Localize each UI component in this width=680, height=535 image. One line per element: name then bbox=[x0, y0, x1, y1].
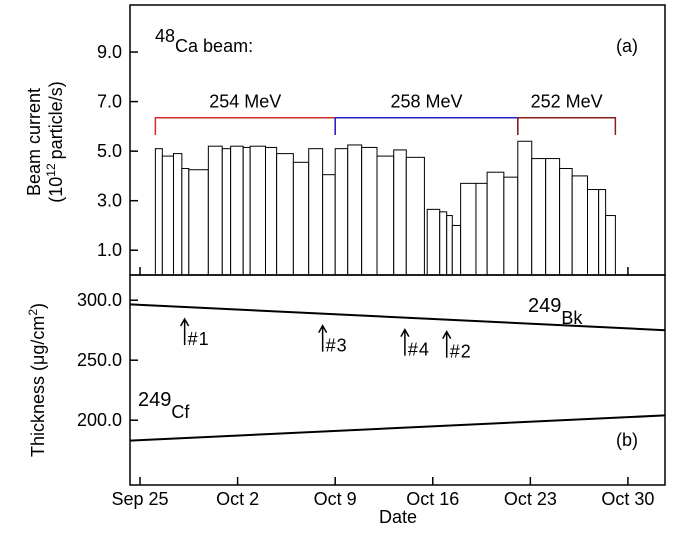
y-label-sup: 2 bbox=[26, 309, 40, 316]
bar bbox=[188, 169, 209, 276]
bar bbox=[586, 189, 600, 276]
arrow-head bbox=[317, 324, 328, 334]
bar bbox=[503, 176, 519, 276]
bar bbox=[292, 161, 310, 276]
series-label-text: Cf bbox=[171, 402, 190, 422]
y-tick-label: 200.0 bbox=[77, 410, 122, 430]
series-label-sup: 249 bbox=[138, 389, 171, 411]
arrow-head bbox=[179, 317, 190, 327]
bar bbox=[276, 153, 294, 276]
bar bbox=[264, 146, 278, 276]
x-tick-label: Oct 23 bbox=[504, 489, 557, 509]
y-label-part: ) bbox=[28, 303, 48, 309]
bar bbox=[571, 175, 588, 276]
bar bbox=[161, 155, 174, 276]
y-label-sup: 12 bbox=[44, 163, 58, 177]
bar bbox=[451, 224, 462, 276]
y-tick-label: 5.0 bbox=[97, 141, 122, 161]
bar bbox=[559, 167, 573, 276]
bar bbox=[446, 215, 453, 276]
y-axis-label: Beam current bbox=[24, 88, 44, 196]
series-label-text: Bk bbox=[561, 308, 583, 328]
bar bbox=[347, 144, 363, 276]
bar bbox=[308, 148, 324, 276]
y-tick-label: 7.0 bbox=[97, 92, 122, 112]
y-axis-label: Thickness (μg/cm2) bbox=[26, 303, 48, 457]
line bbox=[129, 414, 666, 442]
x-tick-label: Oct 2 bbox=[216, 489, 259, 509]
bracket-label: 258 MeV bbox=[390, 92, 462, 112]
bar bbox=[475, 182, 488, 276]
bar bbox=[439, 211, 448, 276]
bar bbox=[249, 145, 266, 276]
panel-frame bbox=[129, 274, 666, 486]
y-tick-label: 9.0 bbox=[97, 42, 122, 62]
y-label-part: (10 bbox=[46, 177, 66, 203]
bracket bbox=[334, 116, 519, 136]
y-label-part: particle/s) bbox=[46, 81, 66, 159]
x-tick-label: Oct 9 bbox=[314, 489, 357, 509]
bar bbox=[361, 146, 378, 276]
bar bbox=[545, 158, 561, 276]
bracket bbox=[154, 116, 336, 136]
chart-title: 48Ca beam: bbox=[155, 26, 253, 56]
arrow-label: #3 bbox=[326, 336, 348, 356]
bar bbox=[154, 148, 163, 276]
bar bbox=[221, 148, 232, 276]
x-tick-label: Sep 25 bbox=[112, 489, 169, 509]
bracket-label: 252 MeV bbox=[531, 92, 603, 112]
y-axis-label: (1012 particle/s) bbox=[44, 81, 66, 202]
bar bbox=[393, 149, 407, 276]
panel-label: (b) bbox=[616, 430, 638, 450]
bar bbox=[517, 140, 533, 276]
bar bbox=[322, 174, 336, 276]
bar bbox=[605, 215, 616, 276]
bar bbox=[207, 145, 223, 276]
x-tick-label: Oct 16 bbox=[406, 489, 459, 509]
line bbox=[129, 303, 666, 332]
bar bbox=[598, 189, 607, 276]
bar bbox=[426, 208, 441, 276]
bar bbox=[334, 148, 349, 276]
arrow-head bbox=[442, 330, 452, 340]
x-tick-label: Oct 30 bbox=[601, 489, 654, 509]
arrow-head bbox=[400, 328, 410, 338]
bar bbox=[242, 146, 251, 276]
y-tick-label: 300.0 bbox=[77, 290, 122, 310]
series-label: 249Bk bbox=[528, 295, 583, 328]
y-tick-label: 1.0 bbox=[97, 240, 122, 260]
panel-label: (a) bbox=[616, 36, 638, 56]
bar bbox=[486, 171, 505, 276]
bracket-label: 254 MeV bbox=[209, 92, 281, 112]
title-text: Ca beam: bbox=[175, 36, 253, 56]
x-axis-label: Date bbox=[379, 507, 417, 527]
bar bbox=[460, 182, 477, 276]
arrow-label: #2 bbox=[450, 342, 472, 362]
title-sup: 48 bbox=[155, 26, 175, 46]
bar bbox=[230, 145, 244, 276]
y-label-part: Thickness (μg/cm bbox=[28, 316, 48, 457]
arrow-label: #4 bbox=[408, 340, 430, 360]
bar bbox=[531, 158, 547, 276]
bar bbox=[376, 155, 395, 276]
bar bbox=[405, 156, 425, 276]
series-label: 249Cf bbox=[138, 389, 190, 422]
series-label-sup: 249 bbox=[528, 295, 561, 317]
bar bbox=[181, 167, 190, 276]
y-tick-label: 250.0 bbox=[77, 350, 122, 370]
bracket bbox=[517, 116, 617, 136]
bar bbox=[172, 153, 183, 276]
y-tick-label: 3.0 bbox=[97, 191, 122, 211]
arrow-label: #1 bbox=[188, 329, 210, 349]
